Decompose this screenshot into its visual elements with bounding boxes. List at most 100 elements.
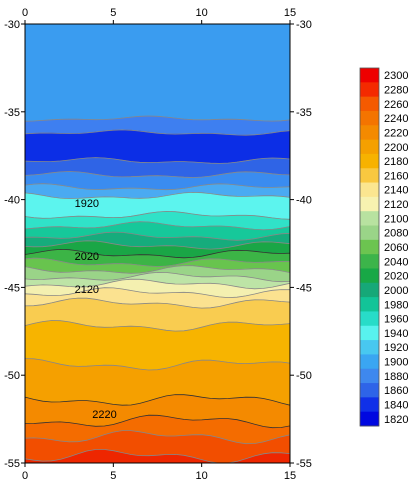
contour-line	[25, 271, 290, 283]
colorbar-swatch	[360, 311, 379, 327]
plot-frame	[24, 23, 291, 464]
colorbar-label: 1900	[384, 357, 408, 369]
x-tick-label-bottom: 5	[110, 470, 116, 482]
colorbar-swatch	[360, 82, 379, 98]
x-tick-label-bottom: 0	[22, 470, 28, 482]
x-tick-label-bottom: 10	[196, 470, 208, 482]
colorbar-swatch	[360, 139, 379, 155]
colorbar-swatch	[360, 211, 379, 226]
colorbar-swatch	[360, 68, 379, 83]
colorbar-label: 2040	[384, 256, 408, 268]
contour-line	[25, 248, 290, 259]
contour-label-2120: 2120	[75, 284, 99, 296]
y-tick-label-left: -35	[4, 107, 20, 119]
colorbar-label: 2080	[384, 228, 408, 240]
y-tick-label-right: -50	[296, 370, 312, 382]
colorbar-label: 1880	[384, 371, 408, 383]
contour-line	[25, 183, 290, 191]
y-tick-label-left: -55	[4, 458, 20, 470]
contour-line	[25, 278, 290, 290]
colorbar-swatch	[360, 254, 379, 269]
contour-lines	[25, 115, 290, 463]
colorbar-label: 1980	[384, 299, 408, 311]
colorbar-swatch	[360, 297, 379, 312]
contour-band-1900	[25, 24, 290, 122]
contour-line	[25, 171, 290, 178]
contour-line	[25, 287, 290, 299]
contour-line	[25, 191, 290, 200]
colorbar-label: 2200	[384, 142, 408, 154]
contour-line	[25, 231, 290, 241]
colorbar-swatch	[360, 340, 379, 355]
x-tick-label-top: 5	[110, 7, 116, 19]
colorbar-label: 2180	[384, 156, 408, 168]
colorbar-label: 2220	[384, 127, 408, 139]
contour-labels: 1920 2020 2120 2220	[75, 198, 117, 421]
y-tick-label-left: -30	[4, 19, 20, 31]
colorbar-frame	[359, 67, 380, 427]
colorbar-label: 2000	[384, 285, 408, 297]
contour-line	[25, 115, 290, 122]
contour-label-2020: 2020	[75, 251, 99, 263]
x-tick-label-top: 15	[284, 7, 296, 19]
colorbar-label: 1820	[384, 414, 408, 426]
contour-line	[25, 129, 290, 136]
y-tick-label-left: -45	[4, 282, 20, 294]
x-tick-label-top: 10	[196, 7, 208, 19]
contour-line	[25, 221, 290, 231]
contour-line	[25, 358, 290, 371]
contour-label-1920: 1920	[75, 198, 99, 210]
contour-line	[25, 210, 290, 220]
contour-bands	[25, 24, 290, 463]
colorbar-swatch	[360, 225, 379, 241]
y-tick-label-right: -45	[296, 282, 312, 294]
colorbar-label: 2100	[384, 213, 408, 225]
y-tick-label-right: -40	[296, 195, 312, 207]
colorbar-swatch	[360, 125, 379, 140]
colorbar-label: 1960	[384, 314, 408, 326]
colorbar-label: 2140	[384, 185, 408, 197]
contour-line	[25, 449, 290, 463]
contour-line	[25, 157, 290, 164]
x-tick-label-top: 0	[22, 7, 28, 19]
y-tick-label-right: -35	[296, 107, 312, 119]
colorbar-swatch	[360, 397, 379, 413]
x-tick-label-bottom: 15	[284, 470, 296, 482]
colorbar-label: 2120	[384, 199, 408, 211]
colorbar-swatch	[360, 268, 379, 284]
colorbar-label: 2280	[384, 84, 408, 96]
colorbar-label: 2300	[384, 70, 408, 82]
colorbar-swatch	[360, 96, 379, 112]
colorbar-swatch	[360, 325, 379, 341]
colorbar-swatch	[360, 182, 379, 198]
colorbar-label: 1920	[384, 342, 408, 354]
colorbar-label: 2160	[384, 170, 408, 182]
contour-line	[25, 320, 290, 332]
colorbar-label: 2260	[384, 99, 408, 111]
colorbar-swatch	[360, 239, 379, 255]
colorbar-label: 1840	[384, 400, 408, 412]
colorbar-label: 2240	[384, 113, 408, 125]
y-tick-label-right: -55	[296, 458, 312, 470]
contour-line	[25, 240, 290, 250]
colorbar-swatch	[360, 153, 379, 169]
y-tick-label-left: -40	[4, 195, 20, 207]
colorbar-swatch	[360, 354, 379, 370]
contour-line	[25, 394, 290, 406]
colorbar-label: 2020	[384, 271, 408, 283]
colorbar: 2300 2280 2260 2240 2220 2200 2180 2160 2140 2120…	[359, 67, 408, 427]
colorbar-swatch	[360, 411, 379, 427]
colorbar-swatch	[360, 368, 379, 384]
contour-line	[25, 257, 290, 267]
colorbar-swatch	[360, 168, 379, 183]
y-tick-label-left: -50	[4, 370, 20, 382]
contour-line	[25, 297, 290, 309]
contour-label-2220: 2220	[92, 409, 116, 421]
contour-line	[25, 430, 290, 445]
colorbar-label: 2060	[384, 242, 408, 254]
colorbar-swatch	[360, 196, 379, 212]
colorbar-label: 1860	[384, 385, 408, 397]
contour-line	[25, 265, 290, 274]
